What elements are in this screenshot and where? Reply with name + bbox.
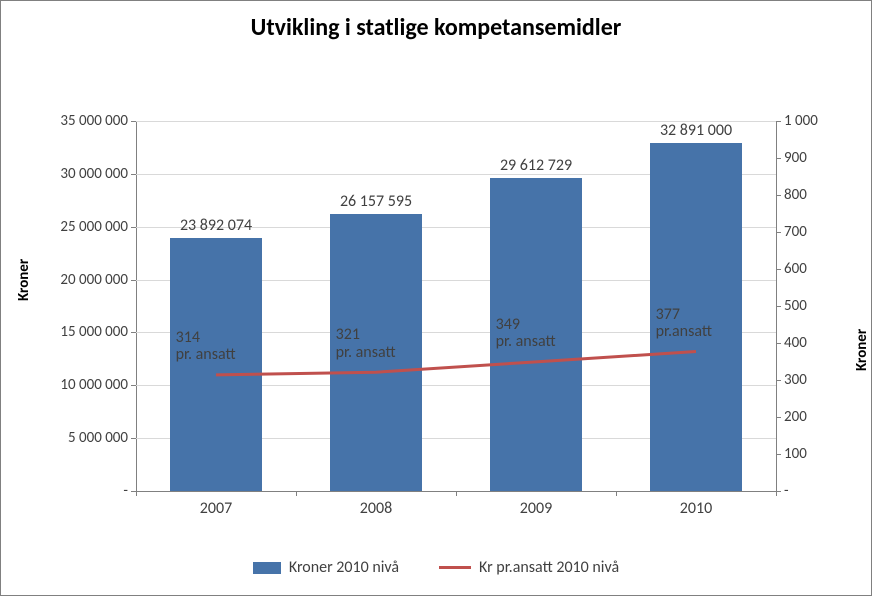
y2-tick-label: 800 xyxy=(784,186,844,204)
x-tick-label: 2010 xyxy=(680,499,712,518)
chart-title: Utvikling i statlige kompetansemidler xyxy=(1,13,871,42)
y1-tick-label: 5 000 000 xyxy=(38,429,128,447)
y2-tick-label: 500 xyxy=(784,297,844,315)
y2-tick-label: 900 xyxy=(784,149,844,167)
chart-frame: Utvikling i statlige kompetansemidler Kr… xyxy=(0,0,872,596)
y2-tick-label: 600 xyxy=(784,260,844,278)
y1-axis-title: Kroner xyxy=(15,259,33,301)
y1-tick-label: 30 000 000 xyxy=(38,165,128,183)
x-tick-label: 2009 xyxy=(520,499,552,518)
line-value-label: 314pr. ansatt xyxy=(176,329,236,364)
legend-item-bar: Kroner 2010 nivå xyxy=(253,558,399,577)
y2-tick-label: 400 xyxy=(784,334,844,352)
line-value-label: 377pr.ansatt xyxy=(656,306,712,341)
y1-tick-label: 25 000 000 xyxy=(38,218,128,236)
y2-tick-label: 200 xyxy=(784,408,844,426)
y1-tick-label: 20 000 000 xyxy=(38,271,128,289)
y2-tick-label: - xyxy=(784,482,844,500)
y2-tick-label: 100 xyxy=(784,445,844,463)
legend: Kroner 2010 nivå Kr pr.ansatt 2010 nivå xyxy=(1,558,871,577)
y2-tick-label: 700 xyxy=(784,223,844,241)
bar-swatch-icon xyxy=(253,562,281,574)
x-tick-label: 2008 xyxy=(360,499,392,518)
legend-bar-label: Kroner 2010 nivå xyxy=(289,558,399,577)
y2-tick-label: 1 000 xyxy=(784,112,844,130)
line-swatch-icon xyxy=(439,566,471,569)
y1-tick-label: 15 000 000 xyxy=(38,323,128,341)
legend-item-line: Kr pr.ansatt 2010 nivå xyxy=(439,558,619,577)
x-tick-label: 2007 xyxy=(200,499,232,518)
y2-tick-label: 300 xyxy=(784,371,844,389)
line-value-label: 349pr. ansatt xyxy=(496,316,556,351)
legend-line-label: Kr pr.ansatt 2010 nivå xyxy=(479,558,619,577)
y1-tick-label: - xyxy=(38,482,128,500)
plot-area: -5 000 00010 000 00015 000 00020 000 000… xyxy=(136,121,776,491)
y1-tick-label: 35 000 000 xyxy=(38,112,128,130)
y1-tick-label: 10 000 000 xyxy=(38,376,128,394)
line-value-label: 321pr. ansatt xyxy=(336,326,396,361)
y2-axis-title: Kroner pr. ansatt xyxy=(853,329,872,371)
